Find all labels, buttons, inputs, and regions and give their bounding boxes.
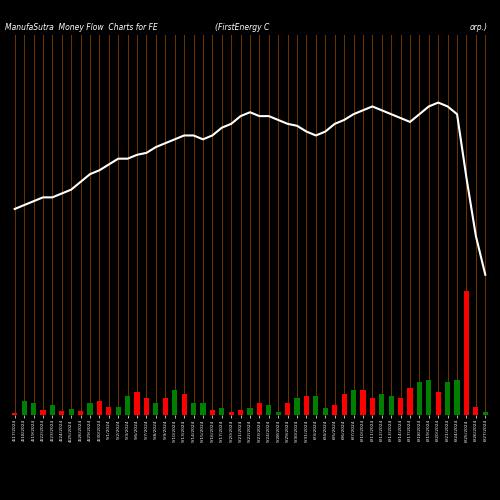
Bar bbox=[379, 394, 384, 415]
Bar bbox=[144, 398, 149, 415]
Bar bbox=[154, 402, 158, 415]
Bar bbox=[474, 406, 478, 415]
Bar bbox=[12, 413, 18, 415]
Text: (FirstEnergy C: (FirstEnergy C bbox=[215, 22, 270, 32]
Text: ManufaSutra  Money Flow  Charts for FE: ManufaSutra Money Flow Charts for FE bbox=[5, 22, 158, 32]
Bar bbox=[40, 410, 46, 415]
Bar bbox=[445, 382, 450, 415]
Bar bbox=[285, 402, 290, 415]
Bar bbox=[294, 398, 300, 415]
Bar bbox=[68, 409, 74, 415]
Bar bbox=[248, 408, 252, 415]
Bar bbox=[31, 402, 36, 415]
Bar bbox=[78, 411, 83, 415]
Bar bbox=[398, 398, 403, 415]
Bar bbox=[191, 402, 196, 415]
Bar bbox=[59, 411, 64, 415]
Bar bbox=[219, 408, 224, 415]
Text: orp.): orp.) bbox=[470, 22, 488, 32]
Bar bbox=[388, 396, 394, 415]
Bar bbox=[238, 410, 243, 415]
Bar bbox=[426, 380, 432, 415]
Bar bbox=[22, 400, 26, 415]
Bar bbox=[351, 390, 356, 415]
Bar bbox=[360, 390, 366, 415]
Bar bbox=[314, 396, 318, 415]
Bar bbox=[408, 388, 412, 415]
Bar bbox=[106, 406, 112, 415]
Bar bbox=[210, 410, 215, 415]
Bar bbox=[125, 396, 130, 415]
Bar bbox=[370, 398, 375, 415]
Bar bbox=[266, 404, 272, 415]
Bar bbox=[182, 394, 186, 415]
Bar bbox=[97, 400, 102, 415]
Bar bbox=[436, 392, 441, 415]
Bar bbox=[322, 408, 328, 415]
Bar bbox=[162, 398, 168, 415]
Bar bbox=[116, 406, 121, 415]
Bar bbox=[276, 412, 281, 415]
Bar bbox=[454, 380, 460, 415]
Bar bbox=[417, 382, 422, 415]
Bar bbox=[228, 412, 234, 415]
Bar bbox=[342, 394, 346, 415]
Bar bbox=[304, 396, 309, 415]
Bar bbox=[332, 404, 338, 415]
Bar bbox=[88, 402, 92, 415]
Bar bbox=[200, 402, 205, 415]
Bar bbox=[50, 404, 55, 415]
Bar bbox=[464, 291, 469, 415]
Bar bbox=[482, 412, 488, 415]
Bar bbox=[257, 402, 262, 415]
Bar bbox=[134, 392, 140, 415]
Bar bbox=[172, 390, 178, 415]
